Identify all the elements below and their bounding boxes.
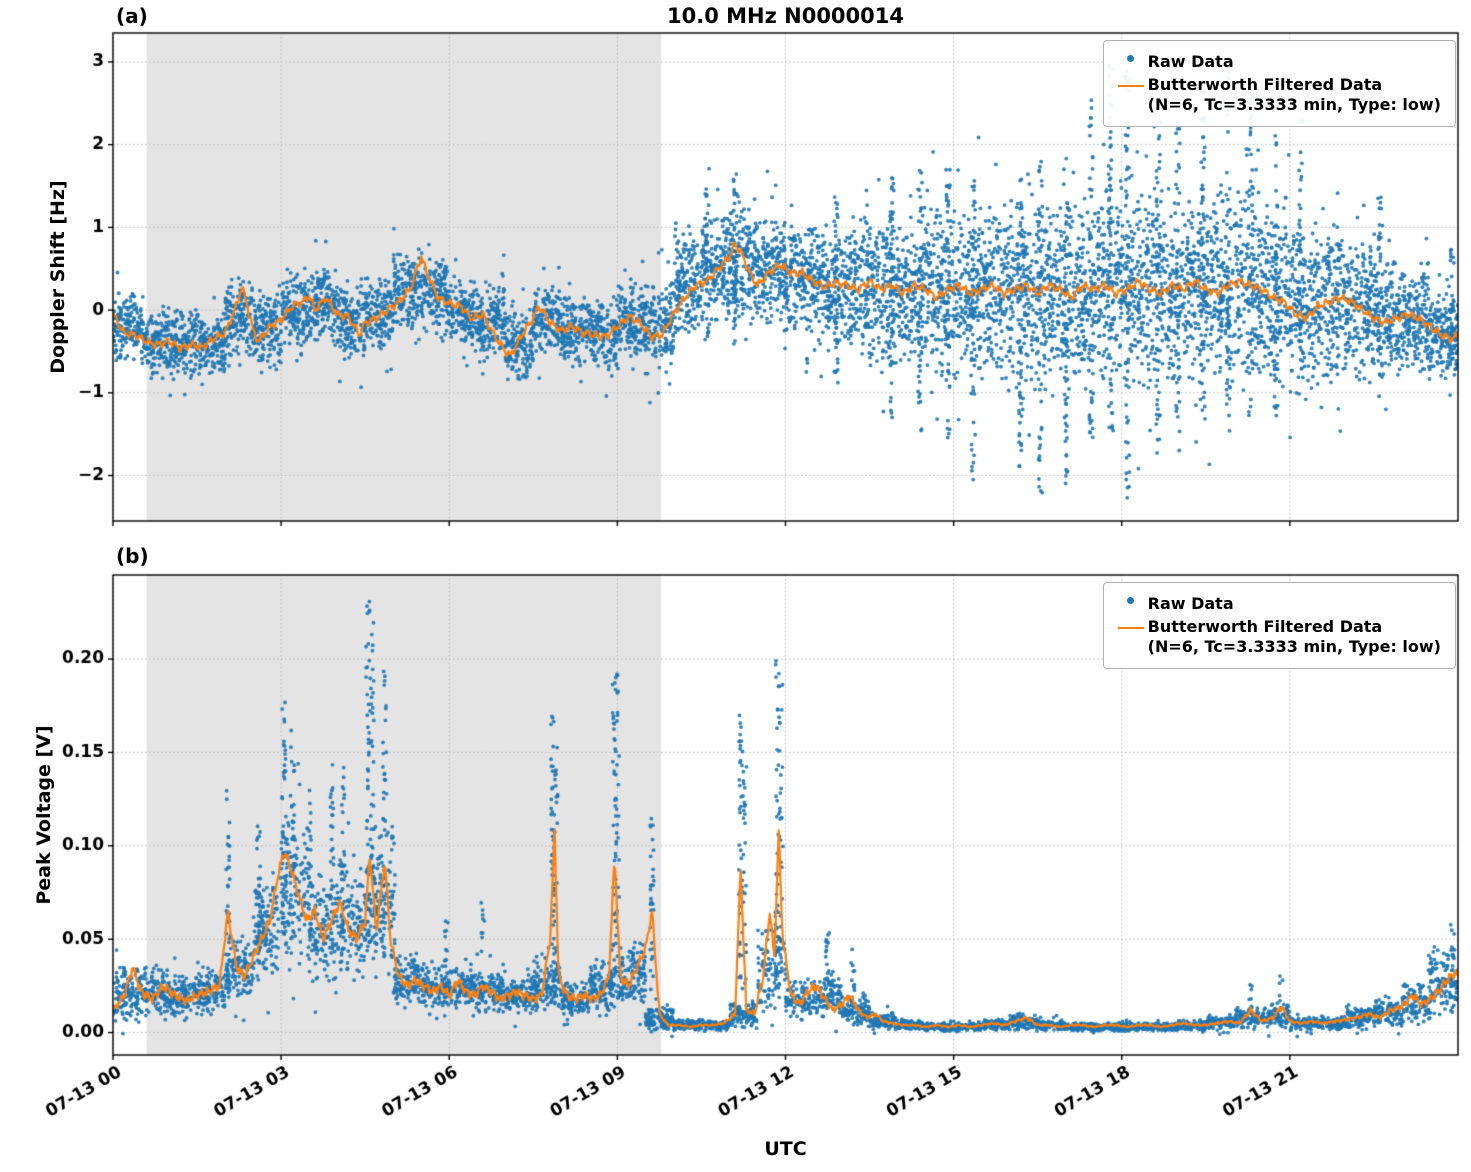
legend-filtered-sublabel: (N=6, Tc=3.3333 min, Type: low): [1147, 95, 1441, 114]
legend-raw-label: Raw Data: [1147, 52, 1234, 71]
legend-doppler: Raw Data Butterworth Filtered Data (N=6,…: [1102, 40, 1456, 127]
raw-data-marker-icon: [1127, 597, 1135, 604]
filtered-line-marker-icon: [1117, 85, 1144, 87]
legend-filtered-sublabel: (N=6, Tc=3.3333 min, Type: low): [1147, 637, 1441, 656]
raw-data-marker-icon: [1127, 55, 1135, 62]
legend-entry-filtered: Butterworth Filtered Data (N=6, Tc=3.333…: [1114, 75, 1441, 115]
legend-entry-raw: Raw Data: [1114, 594, 1441, 614]
filtered-line-marker-icon: [1117, 627, 1144, 629]
legend-entry-raw: Raw Data: [1114, 52, 1441, 72]
legend-filtered-label: Butterworth Filtered Data: [1147, 617, 1383, 636]
chart-title: 10.0 MHz N0000014: [667, 4, 904, 28]
panel-b-label: (b): [116, 544, 149, 568]
x-axis-label: UTC: [764, 1138, 807, 1160]
legend-voltage: Raw Data Butterworth Filtered Data (N=6,…: [1102, 582, 1456, 669]
legend-raw-label: Raw Data: [1147, 594, 1234, 613]
panel-a-label: (a): [116, 4, 148, 28]
legend-entry-filtered: Butterworth Filtered Data (N=6, Tc=3.333…: [1114, 617, 1441, 657]
legend-filtered-label: Butterworth Filtered Data: [1147, 75, 1383, 94]
y-axis-label-doppler: Doppler Shift [Hz]: [47, 180, 69, 374]
y-axis-label-voltage: Peak Voltage [V]: [33, 725, 55, 905]
